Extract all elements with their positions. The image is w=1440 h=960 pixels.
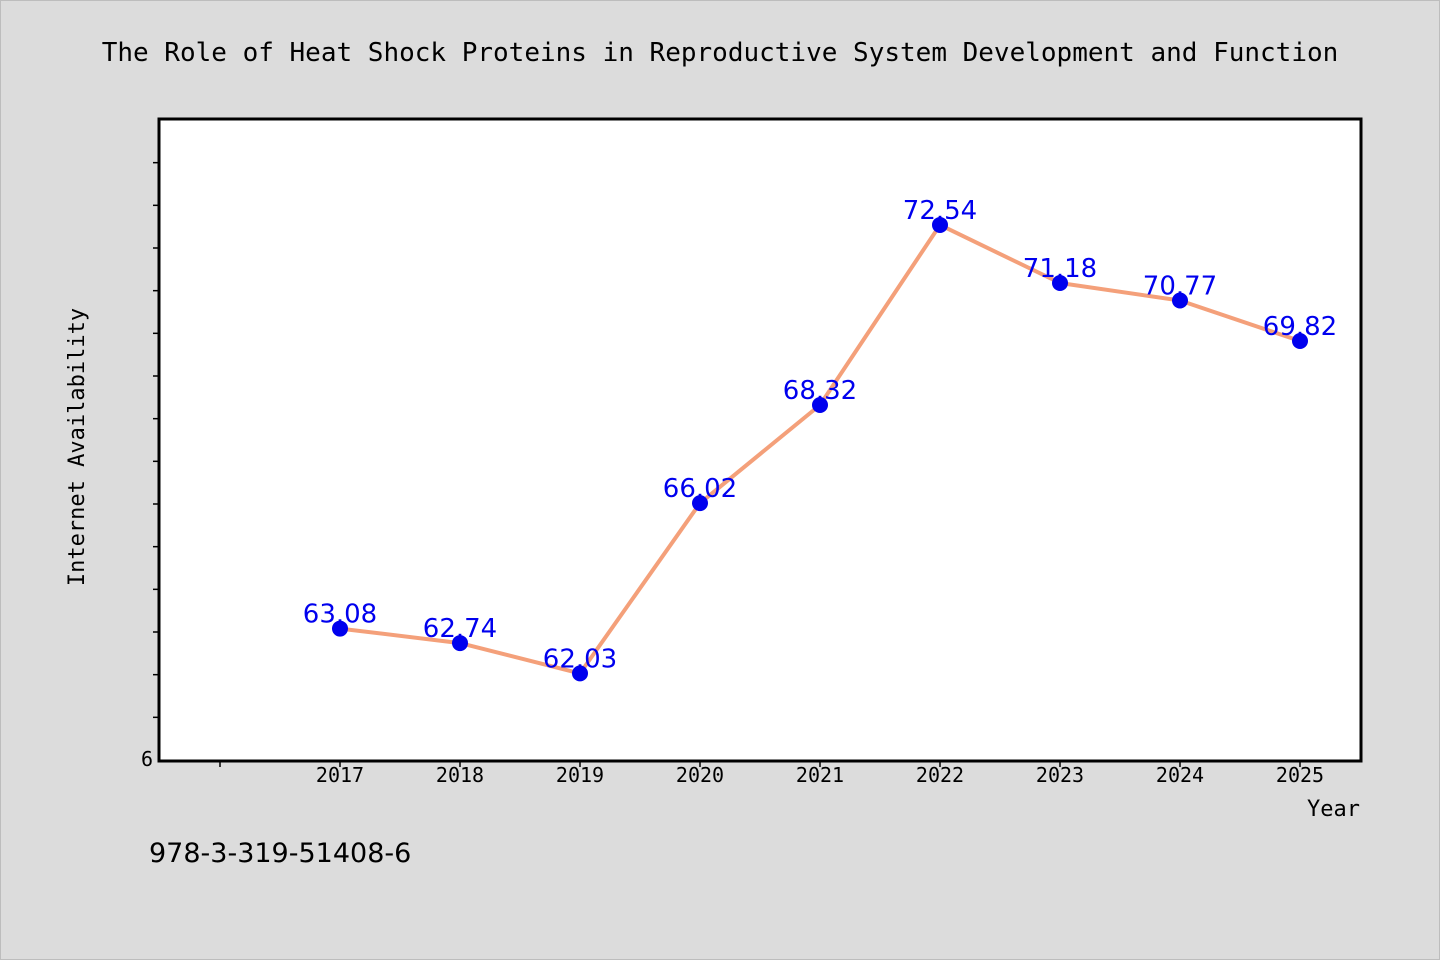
x-tick-label: 2023 [1036, 763, 1084, 787]
data-label: 71.18 [1023, 254, 1097, 284]
data-point [1172, 292, 1188, 309]
x-tick-label: 2021 [796, 763, 844, 787]
x-axis-ticks: 2017 2018 2019 2020 2021 2022 2023 2024 2025 [219, 760, 1324, 787]
data-point [692, 495, 708, 512]
data-markers [332, 216, 1308, 682]
data-label: 72.54 [903, 196, 977, 226]
x-tick-label: 2022 [916, 763, 964, 787]
data-label: 62.03 [543, 644, 617, 674]
x-tick-label: 2025 [1276, 763, 1324, 787]
data-point [1052, 274, 1068, 291]
y-axis-label: Internet Availability [65, 308, 90, 586]
data-label: 69.82 [1263, 312, 1337, 342]
data-label: 63.08 [303, 600, 377, 630]
data-label: 66.02 [663, 474, 737, 504]
data-point [332, 620, 348, 637]
x-tick-label: 2017 [316, 763, 364, 787]
y-tick-label: 6 [141, 747, 153, 771]
data-point [932, 216, 948, 233]
x-tick-label: 2024 [1156, 763, 1204, 787]
footer-code: 978-3-319-51408-6 [149, 838, 411, 869]
x-tick-label: 2020 [676, 763, 724, 787]
x-axis-label: Year [1307, 797, 1360, 822]
data-label: 70.77 [1143, 271, 1217, 301]
x-tick-label: 2018 [436, 763, 484, 787]
data-label: 68.32 [783, 376, 857, 406]
data-point [812, 397, 828, 414]
data-labels: 63.08 62.74 62.03 66.02 68.32 72.54 71.18 70.77… [303, 196, 1337, 674]
chart-title: The Role of Heat Shock Proteins in Repro… [102, 38, 1339, 68]
data-point [572, 665, 588, 682]
data-label: 62.74 [423, 614, 497, 644]
data-point [1292, 333, 1308, 350]
data-point [452, 635, 468, 652]
y-axis-ticks [153, 161, 160, 719]
plot-area [157, 117, 1363, 763]
x-tick-label: 2019 [556, 763, 604, 787]
